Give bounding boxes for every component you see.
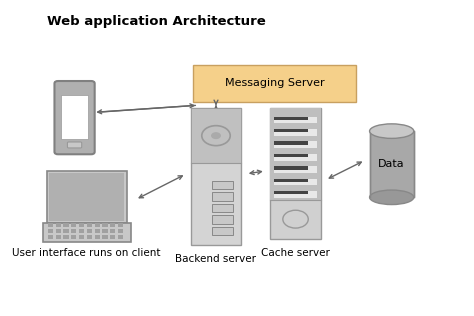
FancyBboxPatch shape <box>87 223 92 228</box>
FancyBboxPatch shape <box>212 227 233 235</box>
FancyBboxPatch shape <box>118 223 123 228</box>
FancyBboxPatch shape <box>55 235 61 239</box>
FancyBboxPatch shape <box>87 229 92 233</box>
FancyBboxPatch shape <box>55 229 61 233</box>
FancyBboxPatch shape <box>94 229 100 233</box>
Text: Cache server: Cache server <box>261 248 330 258</box>
FancyBboxPatch shape <box>370 131 414 197</box>
FancyBboxPatch shape <box>61 95 88 139</box>
Text: Messaging Server: Messaging Server <box>225 78 324 88</box>
FancyBboxPatch shape <box>270 108 321 200</box>
FancyBboxPatch shape <box>94 235 100 239</box>
FancyBboxPatch shape <box>274 179 308 182</box>
FancyBboxPatch shape <box>71 229 76 233</box>
FancyBboxPatch shape <box>79 229 84 233</box>
FancyBboxPatch shape <box>102 223 108 228</box>
FancyBboxPatch shape <box>212 192 233 201</box>
FancyBboxPatch shape <box>274 166 317 173</box>
FancyBboxPatch shape <box>274 191 317 198</box>
Text: User interface runs on client: User interface runs on client <box>12 248 161 258</box>
FancyBboxPatch shape <box>118 229 123 233</box>
Circle shape <box>211 132 221 139</box>
FancyBboxPatch shape <box>274 154 317 161</box>
FancyBboxPatch shape <box>274 141 317 148</box>
FancyBboxPatch shape <box>274 129 308 132</box>
FancyBboxPatch shape <box>110 229 115 233</box>
FancyBboxPatch shape <box>71 235 76 239</box>
FancyBboxPatch shape <box>43 223 131 242</box>
FancyBboxPatch shape <box>64 223 69 228</box>
FancyBboxPatch shape <box>48 235 53 239</box>
FancyBboxPatch shape <box>102 229 108 233</box>
FancyBboxPatch shape <box>67 142 82 148</box>
FancyBboxPatch shape <box>191 108 241 245</box>
FancyBboxPatch shape <box>274 166 308 170</box>
FancyBboxPatch shape <box>274 117 308 120</box>
FancyBboxPatch shape <box>191 108 241 163</box>
FancyBboxPatch shape <box>110 235 115 239</box>
FancyBboxPatch shape <box>48 229 53 233</box>
FancyBboxPatch shape <box>55 81 95 154</box>
Text: Backend server: Backend server <box>175 254 256 264</box>
FancyBboxPatch shape <box>212 181 233 189</box>
FancyBboxPatch shape <box>118 235 123 239</box>
FancyBboxPatch shape <box>47 171 127 223</box>
FancyBboxPatch shape <box>71 223 76 228</box>
FancyBboxPatch shape <box>49 173 124 221</box>
Text: Web application Architecture: Web application Architecture <box>47 15 266 28</box>
FancyBboxPatch shape <box>212 216 233 224</box>
FancyBboxPatch shape <box>274 154 308 157</box>
FancyBboxPatch shape <box>274 179 317 185</box>
FancyBboxPatch shape <box>94 223 100 228</box>
FancyBboxPatch shape <box>79 223 84 228</box>
FancyBboxPatch shape <box>102 235 108 239</box>
FancyBboxPatch shape <box>64 235 69 239</box>
FancyBboxPatch shape <box>110 223 115 228</box>
FancyBboxPatch shape <box>270 108 321 239</box>
FancyBboxPatch shape <box>55 223 61 228</box>
FancyBboxPatch shape <box>274 117 317 124</box>
Ellipse shape <box>370 124 414 138</box>
FancyBboxPatch shape <box>274 191 308 194</box>
FancyBboxPatch shape <box>274 129 317 136</box>
FancyBboxPatch shape <box>87 235 92 239</box>
FancyBboxPatch shape <box>79 235 84 239</box>
FancyBboxPatch shape <box>193 65 356 102</box>
FancyBboxPatch shape <box>274 141 308 145</box>
FancyBboxPatch shape <box>64 229 69 233</box>
FancyBboxPatch shape <box>212 204 233 212</box>
Text: Data: Data <box>378 159 405 169</box>
FancyBboxPatch shape <box>48 223 53 228</box>
Ellipse shape <box>370 190 414 204</box>
